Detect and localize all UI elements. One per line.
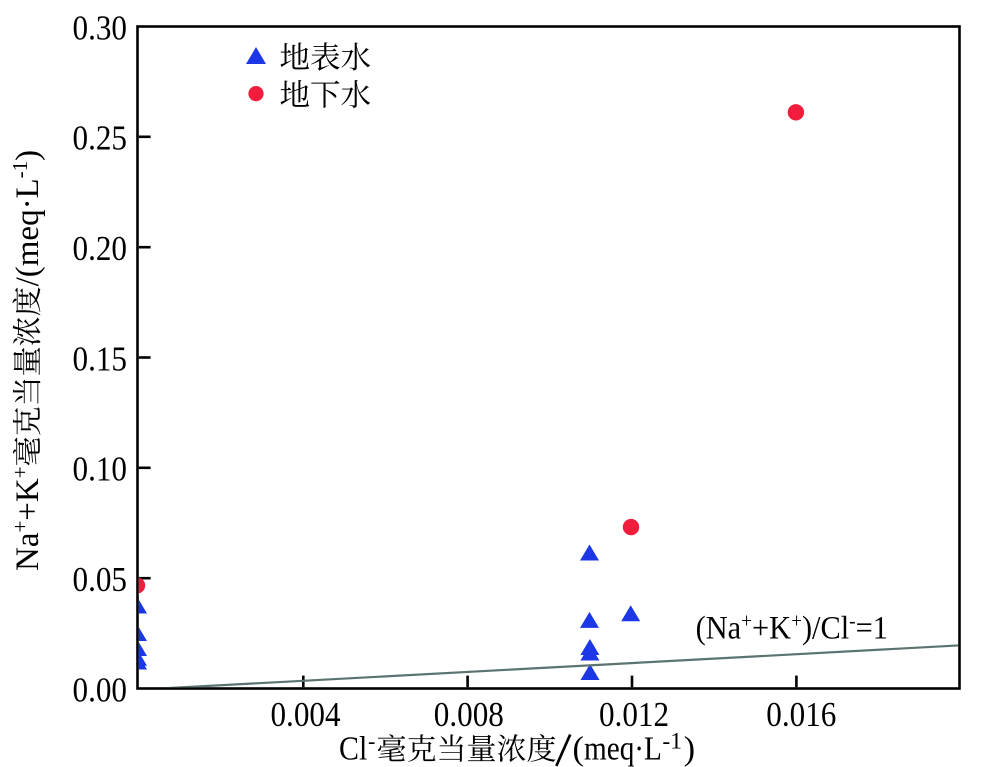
svg-text:): ) bbox=[684, 731, 695, 767]
svg-text:+K: +K bbox=[752, 609, 791, 645]
svg-text:+K: +K bbox=[10, 478, 46, 521]
svg-text:0.016: 0.016 bbox=[766, 695, 836, 734]
svg-text:-1: -1 bbox=[8, 161, 32, 179]
svg-text:0.25: 0.25 bbox=[72, 119, 127, 158]
svg-text:+: + bbox=[8, 521, 32, 533]
svg-text:0.10: 0.10 bbox=[72, 450, 127, 489]
svg-text:)/Cl: )/Cl bbox=[802, 609, 849, 645]
svg-text:): ) bbox=[10, 150, 46, 161]
svg-text:(: ( bbox=[573, 731, 584, 767]
svg-text:0.05: 0.05 bbox=[72, 560, 127, 599]
svg-text:+: + bbox=[741, 610, 752, 633]
svg-text:-: - bbox=[368, 729, 375, 754]
svg-text:-1: -1 bbox=[662, 729, 682, 755]
svg-text:0.008: 0.008 bbox=[434, 695, 504, 734]
svg-text:Cl: Cl bbox=[339, 729, 367, 767]
svg-text:0.00: 0.00 bbox=[72, 671, 127, 710]
svg-text:meq·L: meq·L bbox=[584, 729, 662, 767]
svg-text:0.20: 0.20 bbox=[72, 229, 127, 268]
svg-text:-: - bbox=[849, 610, 855, 633]
svg-text:0.004: 0.004 bbox=[270, 695, 340, 734]
svg-text:0.012: 0.012 bbox=[599, 695, 669, 734]
svg-text:Na: Na bbox=[10, 532, 46, 571]
svg-text:0.15: 0.15 bbox=[72, 340, 127, 379]
svg-text:+: + bbox=[791, 610, 802, 633]
svg-text:0.30: 0.30 bbox=[72, 9, 127, 48]
svg-text:=1: =1 bbox=[856, 609, 888, 645]
svg-text:+: + bbox=[8, 466, 32, 478]
svg-text:/(meq·L: /(meq·L bbox=[10, 178, 46, 286]
svg-text:(Na: (Na bbox=[696, 609, 741, 645]
